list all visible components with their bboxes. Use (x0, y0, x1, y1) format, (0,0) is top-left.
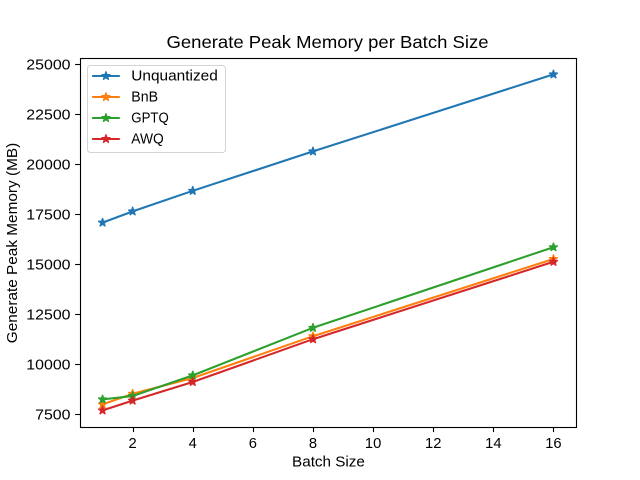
svg-text:20000: 20000 (26, 158, 70, 174)
svg-text:Generate Peak Memory per Batch: Generate Peak Memory per Batch Size (166, 32, 488, 52)
svg-text:15000: 15000 (26, 258, 70, 274)
svg-text:10000: 10000 (26, 358, 70, 374)
svg-text:BnB: BnB (131, 90, 158, 106)
svg-text:GPTQ: GPTQ (131, 111, 169, 127)
svg-text:8: 8 (309, 436, 317, 452)
svg-text:4: 4 (189, 436, 197, 452)
svg-text:Generate Peak Memory (MB): Generate Peak Memory (MB) (5, 143, 21, 343)
svg-text:Batch Size: Batch Size (292, 455, 365, 471)
svg-text:12: 12 (425, 436, 441, 452)
svg-text:AWQ: AWQ (131, 132, 164, 148)
svg-text:17500: 17500 (26, 208, 70, 224)
svg-text:7500: 7500 (35, 408, 70, 424)
svg-text:2: 2 (129, 436, 137, 452)
svg-text:Unquantized: Unquantized (131, 69, 218, 85)
svg-text:25000: 25000 (26, 58, 70, 74)
svg-text:6: 6 (249, 436, 257, 452)
svg-text:14: 14 (485, 436, 501, 452)
svg-text:16: 16 (545, 436, 561, 452)
svg-text:10: 10 (365, 436, 381, 452)
svg-text:22500: 22500 (26, 108, 70, 124)
svg-text:12500: 12500 (26, 308, 70, 324)
